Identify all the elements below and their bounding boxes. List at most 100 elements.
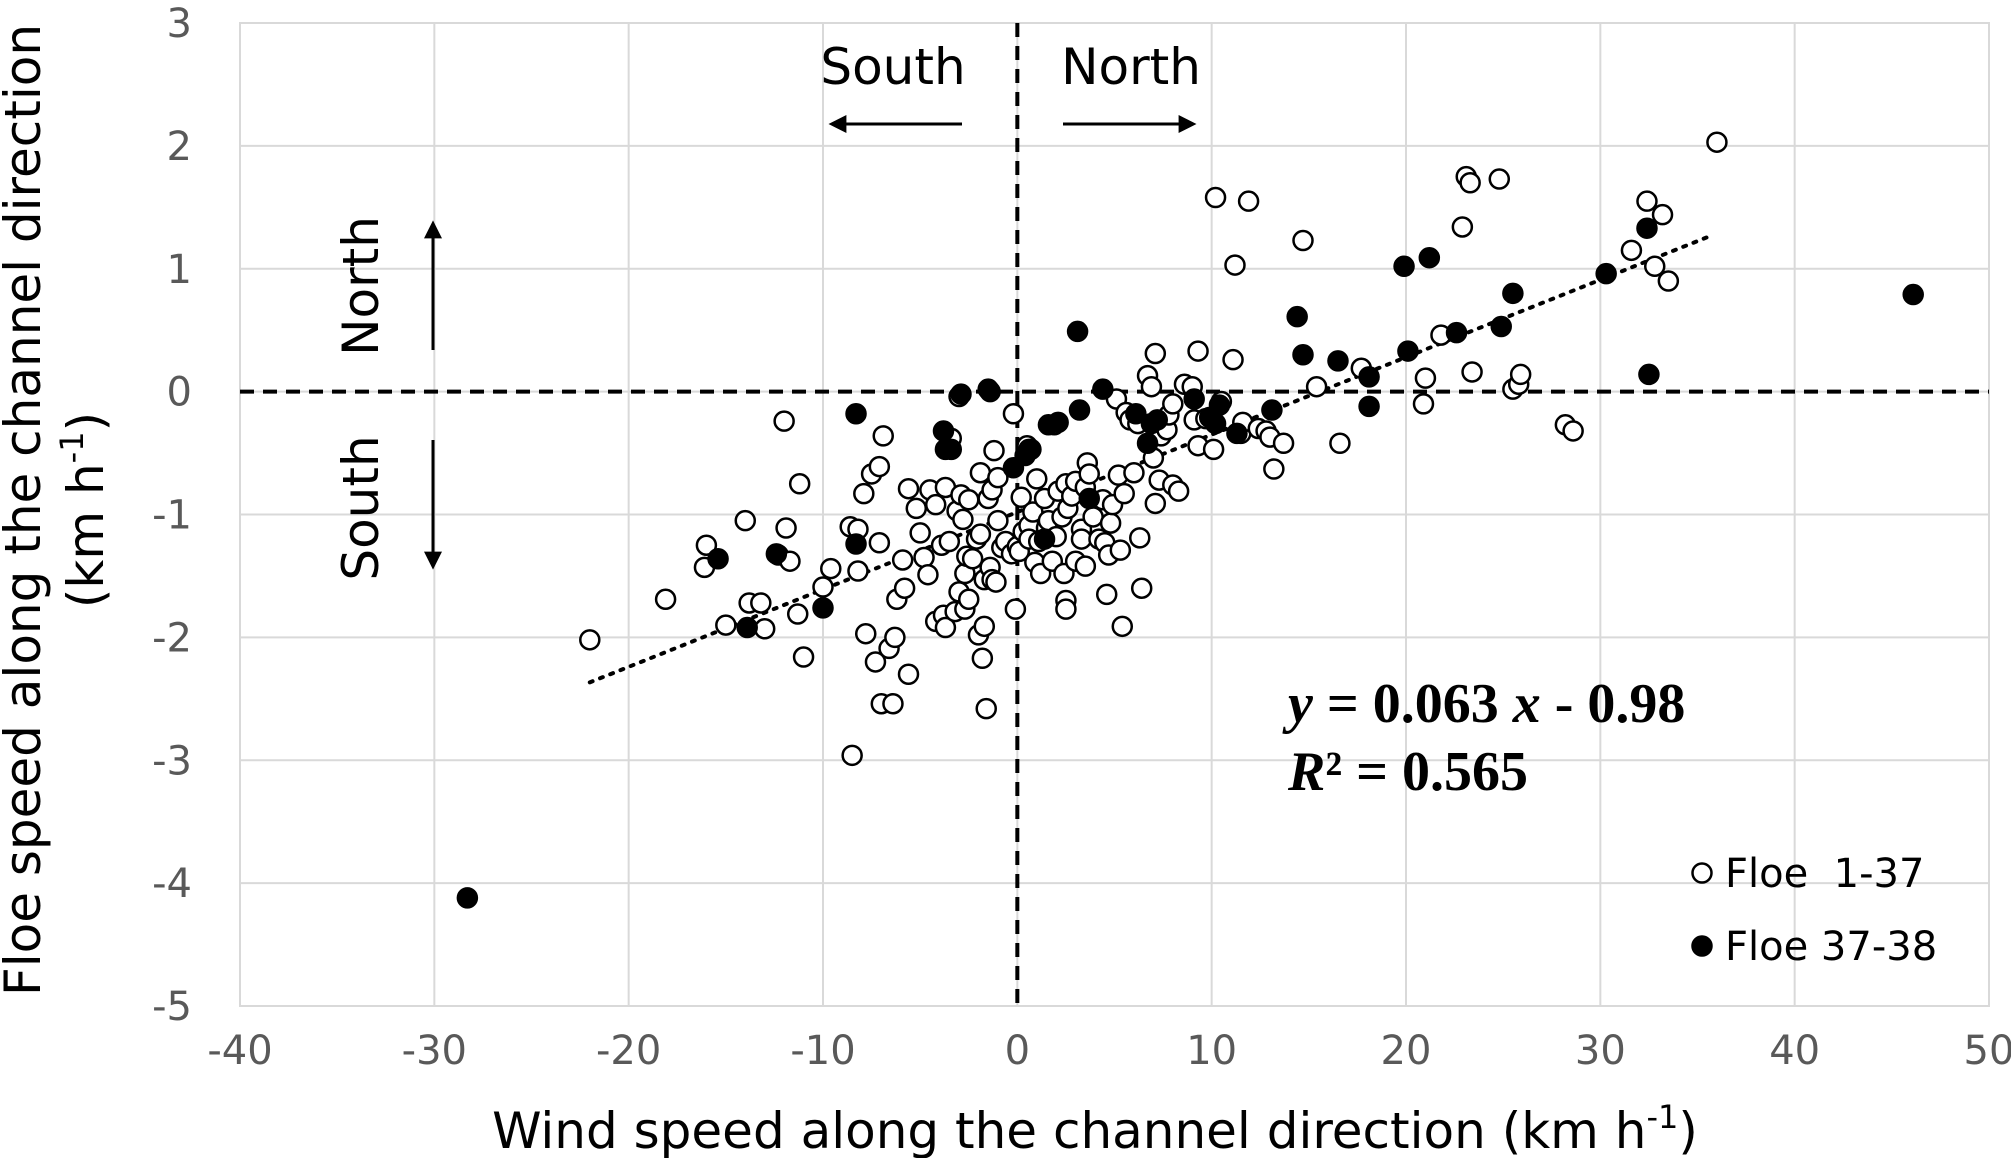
data-point-floe-37-38	[1292, 344, 1314, 366]
data-point-floe-1-37	[884, 626, 906, 649]
data-point-floe-1-37	[753, 618, 776, 640]
annotation-north-left: North	[332, 216, 390, 356]
y-tick-label: -5	[152, 984, 192, 1030]
data-point-floe-37-38	[1092, 378, 1114, 400]
data-point-floe-1-37	[987, 509, 1009, 532]
data-point-floe-1-37	[750, 592, 772, 614]
data-point-floe-1-37	[654, 588, 677, 611]
data-point-floe-37-38	[1146, 409, 1169, 431]
y-tick-label: -1	[152, 493, 192, 539]
data-point-floe-1-37	[1263, 458, 1285, 480]
data-point-floe-37-38	[1033, 528, 1056, 550]
data-point-floe-1-37	[1488, 168, 1511, 190]
data-point-floe-1-37	[1055, 598, 1077, 620]
data-point-floe-1-37	[1224, 254, 1246, 276]
data-point-floe-1-37	[1113, 482, 1135, 505]
data-point-floe-37-38	[1286, 305, 1308, 328]
eq-y: y	[1282, 673, 1314, 735]
data-point-floe-37-38	[1902, 283, 1924, 306]
data-point-floe-1-37	[1461, 361, 1483, 383]
data-point-floe-1-37	[853, 482, 875, 505]
x-tick-label: 50	[1964, 1028, 2011, 1074]
y-tick-label: -2	[152, 615, 192, 661]
annotation-south-top: South	[820, 38, 965, 96]
data-point-floe-1-37	[868, 532, 891, 554]
y-axis-title-line1: Floe speed along the channel direction	[0, 24, 52, 996]
data-point-floe-1-37	[917, 563, 939, 586]
data-point-floe-1-37	[1706, 131, 1728, 153]
data-point-floe-1-37	[905, 497, 928, 520]
x-tick-label: -40	[207, 1028, 272, 1074]
x-tick-label: -10	[790, 1028, 855, 1074]
data-point-floe-1-37	[983, 439, 1005, 462]
x-tick-label: -30	[402, 1028, 467, 1074]
data-point-floe-37-38	[736, 616, 758, 639]
data-point-floe-1-37	[969, 461, 992, 484]
x-axis-title-sup: -1	[1646, 1098, 1678, 1136]
data-point-floe-1-37	[715, 614, 737, 636]
data-point-floe-37-38	[1078, 487, 1100, 510]
data-point-floe-1-37	[1636, 190, 1658, 212]
x-tick-labels: -40 -30 -20 -10 0 10 20 30 40 50	[207, 1028, 2011, 1074]
data-point-floe-1-37	[1144, 342, 1167, 365]
data-point-floe-1-37	[1144, 492, 1167, 515]
data-point-floe-1-37	[893, 577, 916, 599]
data-point-floe-1-37	[788, 473, 811, 495]
data-point-floe-1-37	[773, 410, 795, 432]
data-point-floe-1-37	[1222, 348, 1244, 371]
r-squared: R² = 0.565	[1287, 741, 1528, 803]
data-point-floe-1-37	[1109, 539, 1132, 561]
trendline-group	[587, 235, 1710, 685]
data-point-floe-1-37	[812, 576, 834, 598]
data-point-floe-1-37	[1074, 555, 1097, 577]
data-point-floe-37-38	[940, 438, 963, 461]
data-point-floe-37-38	[1636, 217, 1658, 239]
data-point-floe-1-37	[1026, 468, 1048, 490]
data-point-floe-1-37	[792, 646, 815, 668]
data-point-floe-37-38	[845, 533, 867, 555]
data-point-floe-37-38	[1397, 340, 1419, 362]
data-point-floe-1-37	[971, 647, 994, 670]
data-point-floe-1-37	[1111, 615, 1134, 638]
data-point-floe-1-37	[891, 549, 914, 571]
data-point-floe-37-38	[1358, 366, 1380, 388]
data-point-floe-1-37	[1004, 598, 1027, 620]
data-point-floe-1-37	[1329, 432, 1351, 454]
y-tick-label: -3	[152, 738, 192, 784]
eq-text: = 0.063	[1313, 673, 1513, 735]
data-point-floe-37-38	[1327, 350, 1349, 372]
data-point-floe-1-37	[958, 489, 980, 511]
data-point-floe-37-38	[707, 547, 729, 570]
data-point-floe-1-37	[973, 615, 996, 638]
eq-x: x	[1512, 673, 1541, 735]
data-point-floe-1-37	[734, 509, 757, 532]
data-point-floe-1-37	[1657, 270, 1680, 292]
data-point-floe-1-37	[1167, 480, 1190, 502]
y-axis-title-line2: (km h-1)	[53, 412, 115, 608]
data-points	[456, 131, 1924, 909]
data-point-floe-1-37	[913, 546, 935, 569]
data-point-floe-37-38	[1208, 394, 1231, 416]
data-point-floe-1-37	[1129, 527, 1151, 549]
data-point-floe-37-38	[1018, 438, 1040, 461]
data-point-floe-1-37	[952, 508, 974, 531]
data-point-floe-1-37	[1202, 438, 1225, 461]
data-point-floe-1-37	[924, 493, 947, 516]
x-tick-label: 20	[1381, 1028, 1432, 1074]
legend-filled-marker	[1691, 935, 1713, 957]
data-point-floe-1-37	[1078, 463, 1100, 485]
data-point-floe-1-37	[1140, 375, 1163, 398]
data-point-floe-1-37	[958, 588, 980, 611]
data-point-floe-1-37	[786, 603, 809, 625]
data-point-floe-1-37	[1082, 506, 1104, 528]
y-tick-label: 1	[167, 247, 192, 293]
data-point-floe-37-38	[1502, 282, 1524, 305]
data-point-floe-1-37	[1459, 171, 1481, 194]
eq-tail: - 0.98	[1541, 673, 1686, 735]
data-point-floe-1-37	[909, 522, 931, 544]
data-point-floe-1-37	[1414, 367, 1437, 389]
data-point-floe-1-37	[1643, 255, 1666, 278]
data-point-floe-1-37	[847, 560, 869, 582]
data-point-floe-37-38	[1261, 399, 1283, 421]
data-point-floe-1-37	[1451, 216, 1474, 238]
